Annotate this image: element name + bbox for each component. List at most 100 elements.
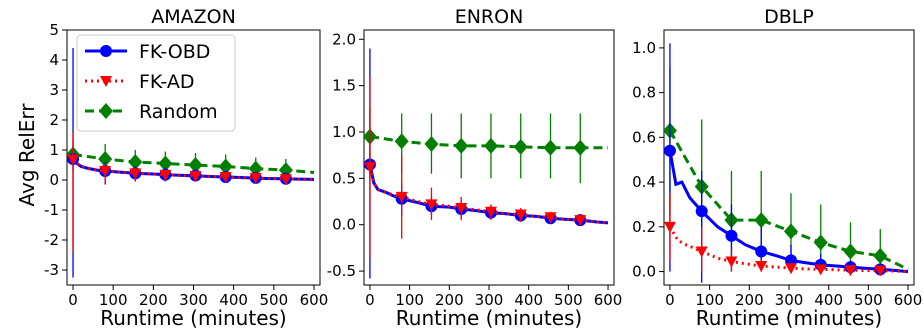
x-tick-label: 100 <box>395 291 424 309</box>
y-tick-label: 0.2 <box>632 218 656 236</box>
legend-box <box>76 34 236 132</box>
x-tick-label: 500 <box>259 291 288 309</box>
y-tick-label: 0 <box>49 171 59 189</box>
x-tick-label: 200 <box>435 291 464 309</box>
y-tick-label: 2.0 <box>332 30 356 48</box>
x-tick-label: 100 <box>99 291 128 309</box>
data-point <box>129 168 142 180</box>
x-tick-label: 300 <box>179 291 208 309</box>
y-tick-label: 5 <box>49 21 59 39</box>
x-tick-label: 0 <box>665 291 675 309</box>
x-tick-label: 100 <box>695 291 724 309</box>
data-point <box>874 265 887 277</box>
data-point <box>219 172 232 183</box>
data-point <box>67 154 80 166</box>
chart-panel-enron: ENRON 0 100 200 300 400 500 600 -0.5 0.0 0.5 1.0 1.5… <box>327 6 623 330</box>
x-tick-label: 400 <box>514 291 543 309</box>
data-point <box>695 246 708 258</box>
data-point <box>395 191 408 203</box>
series-fk-ad <box>67 132 315 252</box>
x-axis-title: Runtime (minutes) <box>696 306 882 330</box>
data-point <box>279 174 292 186</box>
panels: AMAZON 0 100 200 300 400 500 600 -3 -2 -1 0 1 2 3 4 5 Run… <box>44 6 922 330</box>
data-point <box>844 265 857 277</box>
data-point <box>394 133 409 150</box>
data-point <box>754 212 769 229</box>
series-random <box>662 68 909 272</box>
data-point <box>514 209 527 221</box>
data-point <box>189 171 202 183</box>
data-point <box>695 205 708 218</box>
legend-item-fk-obd: FK-OBD <box>85 41 210 63</box>
y-tick-label: 0.5 <box>332 169 356 187</box>
y-tick-label: -0.5 <box>327 262 356 280</box>
x-tick-label: 0 <box>365 291 375 309</box>
data-point <box>128 154 143 170</box>
x-tick-label: 200 <box>139 291 168 309</box>
y-tick-label: 1.0 <box>632 39 656 57</box>
data-point <box>218 158 233 175</box>
data-point <box>159 169 172 181</box>
y-tick-label: 3 <box>49 81 59 99</box>
data-point <box>483 137 498 154</box>
y-tick-label: 1.0 <box>332 123 356 141</box>
data-point <box>663 144 676 157</box>
data-point <box>158 155 173 172</box>
data-point <box>814 264 827 276</box>
panel-title: ENRON <box>455 6 524 28</box>
data-point <box>725 256 738 268</box>
data-point <box>363 162 376 174</box>
legend-marker <box>100 45 112 57</box>
x-tick-label: 600 <box>894 291 923 309</box>
data-point <box>755 245 768 258</box>
legend: FK-OBD FK-AD Random <box>76 34 236 132</box>
y-tick-label: -2 <box>44 231 59 249</box>
series-line <box>668 226 909 274</box>
series-line <box>369 135 608 150</box>
data-point <box>455 203 468 215</box>
series-line <box>72 153 315 174</box>
legend-label: FK-AD <box>139 71 194 93</box>
y-tick-label: -1 <box>44 201 59 219</box>
data-point <box>484 206 497 218</box>
y-axis-title: Avg RelErr <box>15 103 39 207</box>
data-point <box>843 243 858 260</box>
data-point <box>574 215 587 227</box>
y-tick-label: 2 <box>49 111 59 129</box>
x-tick-label: 200 <box>735 291 764 309</box>
x-axis-title: Runtime (minutes) <box>396 306 582 330</box>
legend-item-fk-ad: FK-AD <box>85 71 194 93</box>
data-point <box>573 139 588 156</box>
series-line <box>368 166 609 225</box>
y-tick-label: 1 <box>49 141 59 159</box>
x-tick-label: 0 <box>68 291 78 309</box>
legend-marker <box>99 103 113 119</box>
data-point <box>98 151 113 167</box>
data-point <box>784 263 797 275</box>
data-point <box>813 234 828 251</box>
y-tick-label: 0.8 <box>632 84 656 102</box>
data-point <box>99 166 112 177</box>
data-point <box>543 139 558 156</box>
data-point <box>513 138 528 155</box>
y-tick-label: 0.0 <box>332 216 356 234</box>
panel-title: AMAZON <box>151 6 236 28</box>
series-fk-ad <box>363 76 609 258</box>
y-tick-label: 1.5 <box>332 77 356 95</box>
data-point <box>424 136 439 153</box>
series-line <box>71 158 315 181</box>
data-point <box>873 247 888 264</box>
data-point <box>454 137 469 154</box>
data-point <box>755 260 768 272</box>
x-tick-label: 400 <box>814 291 843 309</box>
data-point <box>663 221 676 233</box>
y-tick-label: -3 <box>44 261 59 279</box>
series-fk-obd <box>363 48 609 279</box>
series-random <box>362 108 608 183</box>
data-point <box>248 160 263 177</box>
legend-item-random: Random <box>85 101 218 123</box>
x-tick-label: 300 <box>475 291 504 309</box>
x-tick-label: 500 <box>854 291 883 309</box>
legend-marker <box>100 76 112 87</box>
